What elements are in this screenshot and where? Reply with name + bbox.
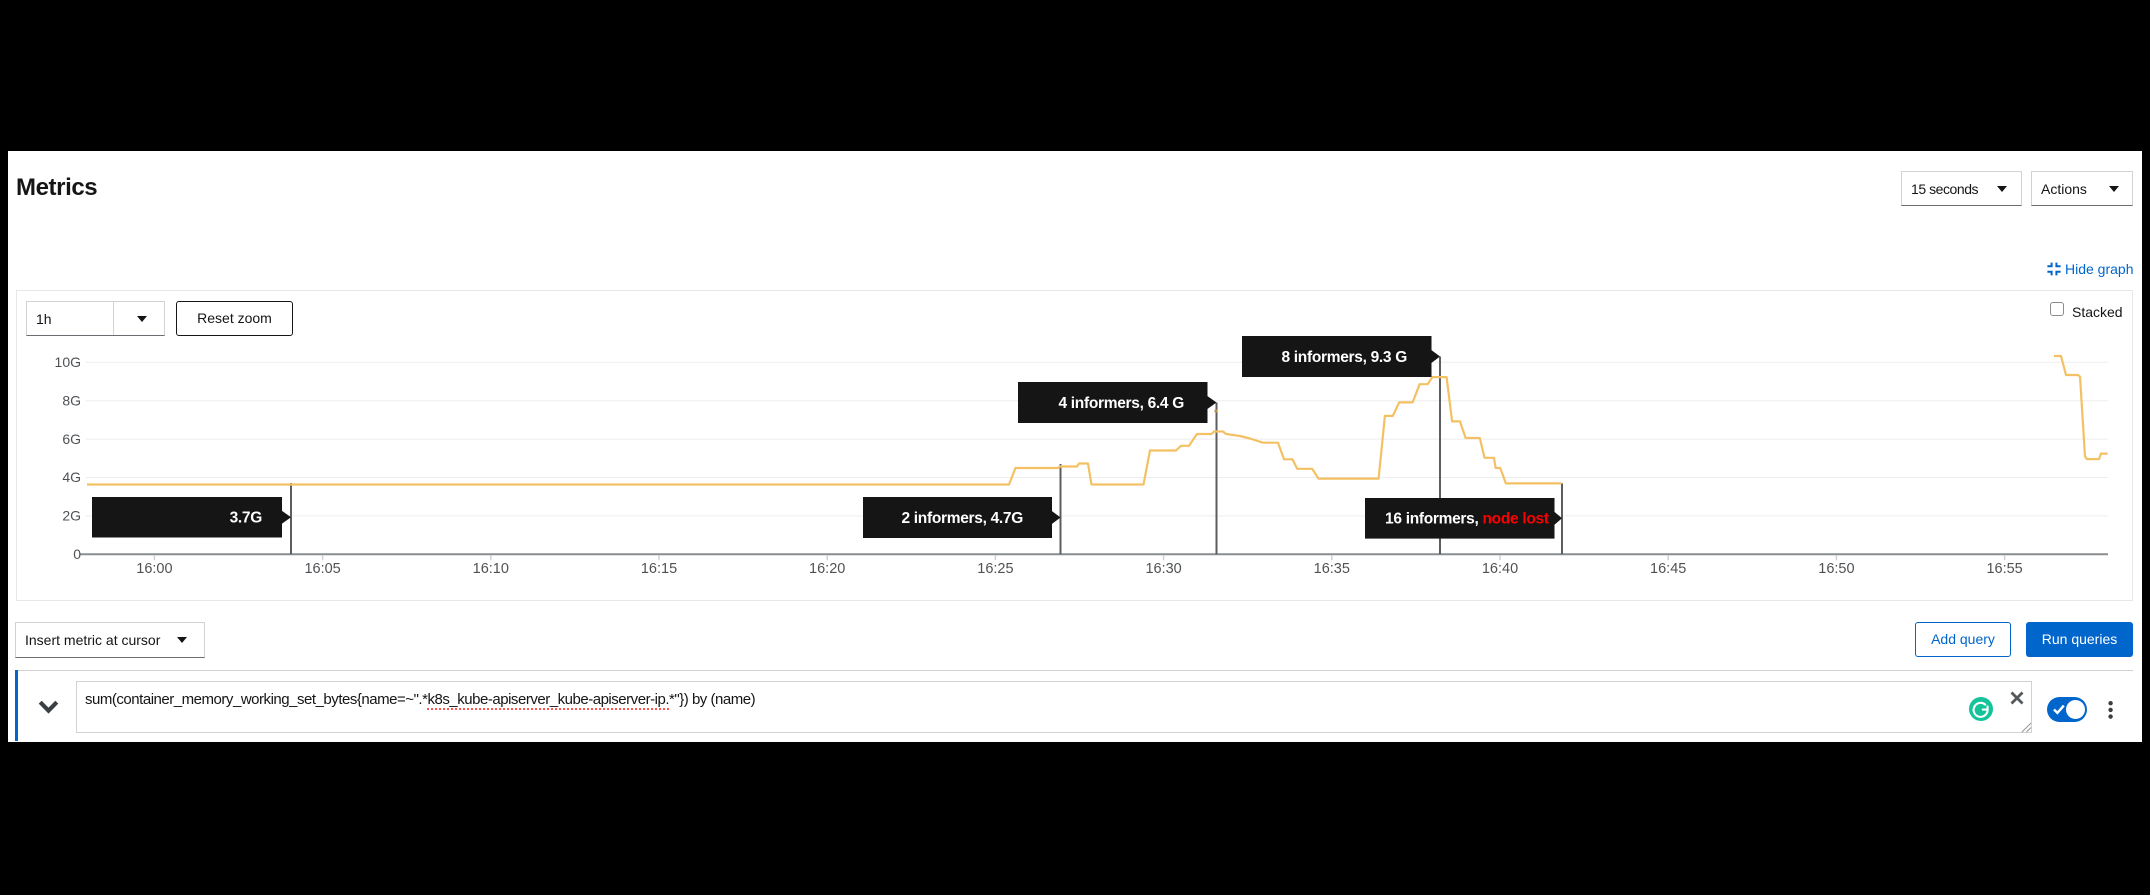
svg-text:4G: 4G bbox=[62, 469, 81, 485]
svg-text:16:50: 16:50 bbox=[1818, 561, 1854, 577]
svg-text:16:25: 16:25 bbox=[977, 561, 1013, 577]
svg-text:16:35: 16:35 bbox=[1314, 561, 1350, 577]
svg-text:16:30: 16:30 bbox=[1145, 561, 1181, 577]
svg-text:4 informers, 6.4 G: 4 informers, 6.4 G bbox=[1058, 395, 1184, 412]
svg-text:6G: 6G bbox=[62, 431, 81, 447]
svg-text:16:00: 16:00 bbox=[136, 561, 172, 577]
svg-text:16:05: 16:05 bbox=[304, 561, 340, 577]
svg-text:16:20: 16:20 bbox=[809, 561, 845, 577]
svg-text:8 informers, 9.3 G: 8 informers, 9.3 G bbox=[1281, 349, 1407, 366]
svg-text:16:55: 16:55 bbox=[1986, 561, 2022, 577]
svg-text:2 informers, 4.7G: 2 informers, 4.7G bbox=[901, 510, 1023, 527]
svg-text:10G: 10G bbox=[55, 354, 81, 370]
svg-text:8G: 8G bbox=[62, 393, 81, 409]
svg-text:2G: 2G bbox=[62, 508, 81, 524]
svg-text:16 informers, node lost: 16 informers, node lost bbox=[1385, 511, 1549, 528]
svg-text:16:15: 16:15 bbox=[641, 561, 677, 577]
svg-text:16:10: 16:10 bbox=[473, 561, 509, 577]
svg-text:3.7G: 3.7G bbox=[230, 510, 263, 527]
svg-text:0: 0 bbox=[73, 546, 81, 562]
svg-text:16:40: 16:40 bbox=[1482, 561, 1518, 577]
svg-text:16:45: 16:45 bbox=[1650, 561, 1686, 577]
